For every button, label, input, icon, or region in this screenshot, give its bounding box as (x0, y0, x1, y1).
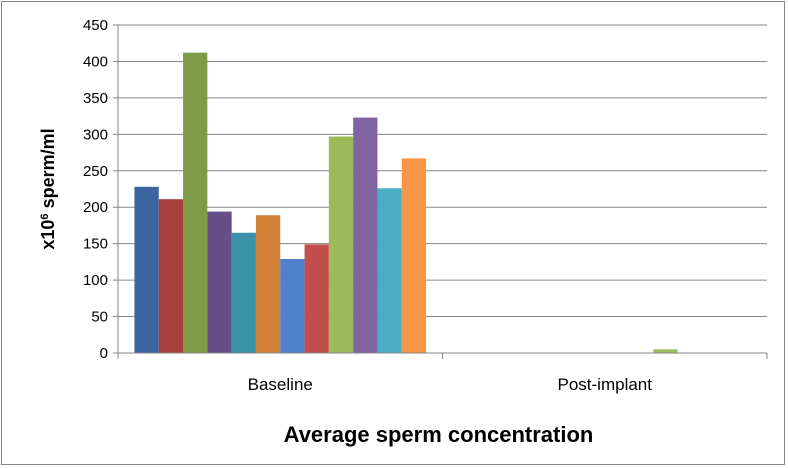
bar (328, 136, 354, 353)
y-axis-title: x106 sperm/ml (38, 128, 58, 249)
bar (280, 258, 305, 353)
bar (377, 188, 402, 353)
bar (401, 158, 427, 353)
x-axis-title: Average sperm concentration (284, 422, 594, 447)
bar (183, 52, 208, 353)
y-axis-title-suffix: sperm/ml (38, 128, 58, 213)
y-axis-title-superscript: 6 (39, 213, 51, 219)
y-tick-label: 100 (83, 272, 108, 289)
y-axis-title-prefix: x10 (38, 220, 58, 250)
category-labels: Baseline Post-implant (248, 375, 653, 394)
bar (653, 349, 678, 353)
y-tick-label: 0 (100, 345, 108, 362)
y-tick-label: 450 (83, 17, 108, 34)
bar (134, 186, 159, 353)
bar (158, 199, 184, 353)
category-label: Post-implant (558, 375, 653, 394)
y-tick-label: 350 (83, 90, 108, 107)
x-tick-marks (117, 353, 768, 359)
y-tick-label: 300 (83, 126, 108, 143)
y-tick-label: 150 (83, 236, 108, 253)
y-tick-label: 200 (83, 199, 108, 216)
bar (231, 232, 256, 353)
bar (207, 211, 232, 353)
category-label: Baseline (248, 375, 313, 394)
y-tick-labels: 0 50 100 150 200 250 300 350 400 450 (83, 17, 118, 362)
bar (353, 117, 378, 353)
bar (304, 244, 329, 353)
y-tick-label: 400 (83, 53, 108, 70)
y-tick-label: 50 (91, 309, 108, 326)
bar (255, 215, 281, 353)
y-tick-label: 250 (83, 163, 108, 180)
bars (134, 52, 678, 353)
